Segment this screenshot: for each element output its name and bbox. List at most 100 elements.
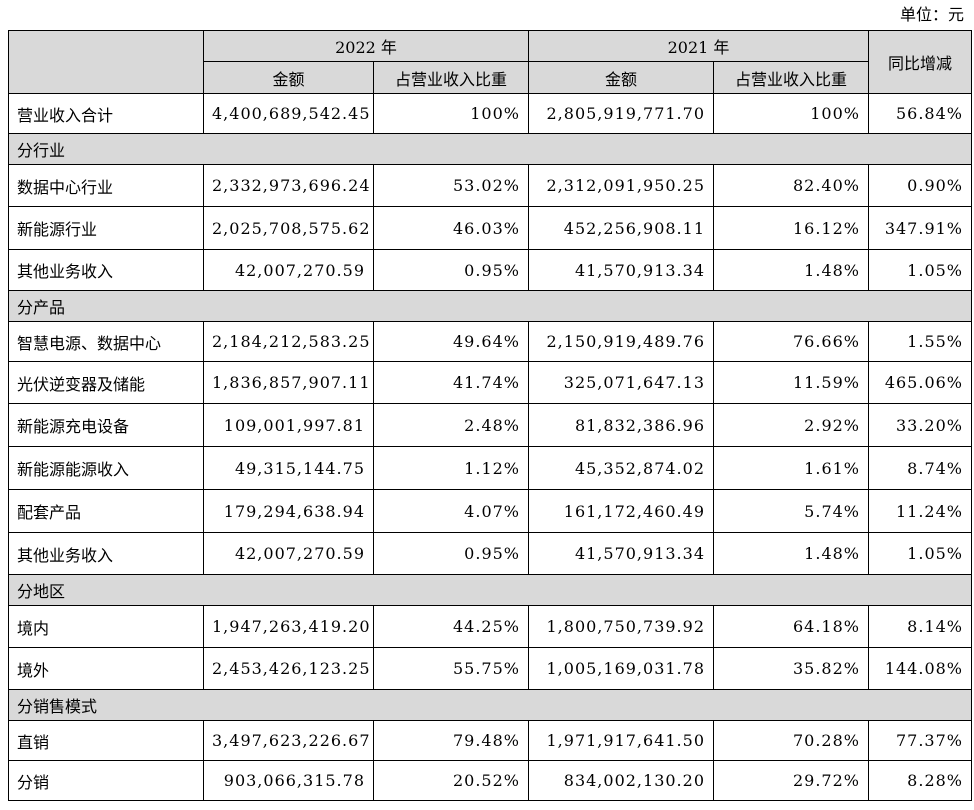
table-row: 其他业务收入 42,007,270.59 0.95% 41,570,913.34 1.4… — [8, 249, 972, 291]
share-2022-cell: 4.07% — [373, 489, 529, 533]
amount-2022-header: 金额 — [203, 61, 374, 94]
yoy-cell: 347.91% — [868, 206, 972, 250]
yoy-header: 同比增减 — [868, 30, 972, 94]
amount-2022-cell: 3,497,623,226.67 — [203, 720, 374, 761]
table-row: 智慧电源、数据中心 2,184,212,583.25 49.64% 2,150,919… — [8, 321, 972, 362]
row-label: 境内 — [8, 605, 204, 648]
amount-2021-cell: 452,256,908.11 — [528, 206, 714, 250]
section-title: 分产品 — [8, 290, 972, 322]
amount-2022-cell: 1,836,857,907.11 — [203, 361, 374, 404]
amount-2022-cell: 2,453,426,123.25 — [203, 647, 374, 690]
row-label: 其他业务收入 — [8, 532, 204, 575]
yoy-cell: 1.55% — [868, 321, 972, 362]
amount-2021-cell: 1,971,917,641.50 — [528, 720, 714, 761]
amount-2021-header: 金额 — [528, 61, 714, 94]
amount-2021-cell: 2,150,919,489.76 — [528, 321, 714, 362]
table-row: 配套产品 179,294,638.94 4.07% 161,172,460.49 5.7… — [8, 489, 972, 533]
table-row: 分销 903,066,315.78 20.52% 834,002,130.20 29.7… — [8, 760, 972, 801]
share-2021-cell: 5.74% — [713, 489, 869, 533]
table-row: 数据中心行业 2,332,973,696.24 53.02% 2,312,091,95… — [8, 164, 972, 207]
table-row: 其他业务收入 42,007,270.59 0.95% 41,570,913.34 1.4… — [8, 532, 972, 575]
year-2021-header: 2021 年 — [528, 30, 869, 62]
amount-2021-cell: 161,172,460.49 — [528, 489, 714, 533]
share-2022-cell: 44.25% — [373, 605, 529, 648]
yoy-cell: 1.05% — [868, 249, 972, 291]
share-2022-cell: 2.48% — [373, 403, 529, 447]
share-2021-cell: 11.59% — [713, 361, 869, 404]
share-2021-cell: 82.40% — [713, 164, 869, 207]
share-2022-cell: 55.75% — [373, 647, 529, 690]
share-2022-cell: 0.95% — [373, 249, 529, 291]
total-row: 营业收入合计 4,400,689,542.45 100% 2,805,919,7… — [8, 93, 972, 134]
year-2022-header: 2022 年 — [203, 30, 529, 62]
table-row: 新能源行业 2,025,708,575.62 46.03% 452,256,908.1… — [8, 206, 972, 250]
table-row: 新能源能源收入 49,315,144.75 1.12% 45,352,874.02 1.… — [8, 446, 972, 490]
yoy-cell: 144.08% — [868, 647, 972, 690]
yoy-cell: 33.20% — [868, 403, 972, 447]
share-2021-cell: 70.28% — [713, 720, 869, 761]
share-2022-cell: 1.12% — [373, 446, 529, 490]
yoy-cell: 1.05% — [868, 532, 972, 575]
amount-2021-cell: 1,800,750,739.92 — [528, 605, 714, 648]
table-row: 境外 2,453,426,123.25 55.75% 1,005,169,031.78… — [8, 647, 972, 690]
table-row: 光伏逆变器及储能 1,836,857,907.11 41.74% 325,071,64… — [8, 361, 972, 404]
share-2022-cell: 79.48% — [373, 720, 529, 761]
row-label: 其他业务收入 — [8, 249, 204, 291]
row-label: 境外 — [8, 647, 204, 690]
table-row: 直销 3,497,623,226.67 79.48% 1,971,917,641.50… — [8, 720, 972, 761]
yoy-cell: 8.74% — [868, 446, 972, 490]
row-label: 新能源能源收入 — [8, 446, 204, 490]
amount-2022-cell: 1,947,263,419.20 — [203, 605, 374, 648]
section-row: 分产品 — [8, 290, 972, 322]
amount-2021-cell: 41,570,913.34 — [528, 249, 714, 291]
share-2021-cell: 16.12% — [713, 206, 869, 250]
table-row: 新能源充电设备 109,001,997.81 2.48% 81,832,386.96 2… — [8, 403, 972, 447]
share-2021-cell: 76.66% — [713, 321, 869, 362]
share-2022-cell: 46.03% — [373, 206, 529, 250]
amount-2021-cell: 2,312,091,950.25 — [528, 164, 714, 207]
section-title: 分销售模式 — [8, 689, 972, 721]
corner-header-cell — [8, 30, 204, 94]
yoy-cell: 77.37% — [868, 720, 972, 761]
amount-2021-cell: 2,805,919,771.70 — [528, 93, 714, 134]
yoy-cell: 465.06% — [868, 361, 972, 404]
share-2021-cell: 2.92% — [713, 403, 869, 447]
section-row: 分销售模式 — [8, 689, 972, 721]
share-2021-cell: 35.82% — [713, 647, 869, 690]
share-2022-cell: 20.52% — [373, 760, 529, 801]
amount-2022-cell: 2,332,973,696.24 — [203, 164, 374, 207]
share-2022-cell: 41.74% — [373, 361, 529, 404]
row-label: 直销 — [8, 720, 204, 761]
share-2021-cell: 29.72% — [713, 760, 869, 801]
section-title: 分地区 — [8, 574, 972, 606]
amount-2022-cell: 42,007,270.59 — [203, 249, 374, 291]
yoy-cell: 56.84% — [868, 93, 972, 134]
share-2022-cell: 0.95% — [373, 532, 529, 575]
row-label: 数据中心行业 — [8, 164, 204, 207]
section-title: 分行业 — [8, 133, 972, 165]
yoy-cell: 11.24% — [868, 489, 972, 533]
amount-2022-cell: 179,294,638.94 — [203, 489, 374, 533]
amount-2021-cell: 81,832,386.96 — [528, 403, 714, 447]
amount-2022-cell: 2,184,212,583.25 — [203, 321, 374, 362]
amount-2021-cell: 45,352,874.02 — [528, 446, 714, 490]
amount-2021-cell: 41,570,913.34 — [528, 532, 714, 575]
unit-label: 单位：元 — [899, 5, 964, 24]
share-2021-cell: 64.18% — [713, 605, 869, 648]
amount-2022-cell: 903,066,315.78 — [203, 760, 374, 801]
row-label: 光伏逆变器及储能 — [8, 361, 204, 404]
table-row: 境内 1,947,263,419.20 44.25% 1,800,750,739.92… — [8, 605, 972, 648]
section-row: 分地区 — [8, 574, 972, 606]
share-2021-cell: 1.48% — [713, 532, 869, 575]
row-label: 新能源充电设备 — [8, 403, 204, 447]
row-label: 新能源行业 — [8, 206, 204, 250]
row-label: 分销 — [8, 760, 204, 801]
amount-2022-cell: 4,400,689,542.45 — [203, 93, 374, 134]
row-label: 营业收入合计 — [8, 93, 204, 134]
amount-2022-cell: 109,001,997.81 — [203, 403, 374, 447]
share-2021-cell: 1.61% — [713, 446, 869, 490]
amount-2022-cell: 42,007,270.59 — [203, 532, 374, 575]
yoy-cell: 8.14% — [868, 605, 972, 648]
yoy-cell: 0.90% — [868, 164, 972, 207]
share-2022-header: 占营业收入比重 — [373, 61, 529, 94]
